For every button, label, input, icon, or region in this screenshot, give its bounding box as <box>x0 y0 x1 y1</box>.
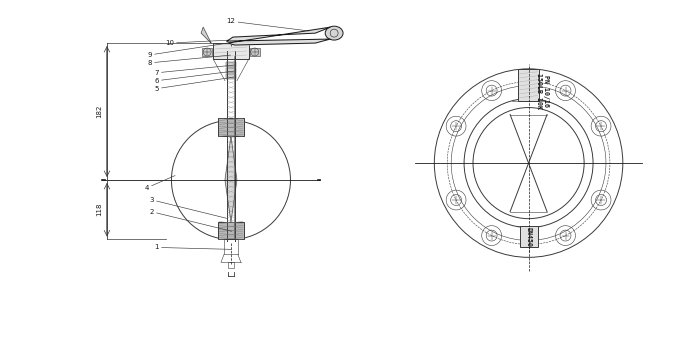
Text: 8: 8 <box>148 55 230 66</box>
Text: 9: 9 <box>148 42 232 58</box>
Bar <box>250 48 260 56</box>
Text: 7: 7 <box>154 65 234 76</box>
Text: 1: 1 <box>154 244 232 250</box>
Polygon shape <box>201 27 211 43</box>
Text: 12: 12 <box>227 18 309 31</box>
Text: PN 10/16
150LB 10K: PN 10/16 150LB 10K <box>536 73 549 109</box>
Text: 5: 5 <box>155 77 234 92</box>
Bar <box>226 74 236 79</box>
Ellipse shape <box>326 26 343 40</box>
Text: 3: 3 <box>149 197 227 218</box>
Bar <box>202 48 212 56</box>
Text: 6: 6 <box>154 71 234 84</box>
Bar <box>226 68 236 73</box>
Text: DN450: DN450 <box>526 226 531 246</box>
Bar <box>518 69 540 100</box>
Text: 118: 118 <box>96 203 102 216</box>
Polygon shape <box>227 27 330 45</box>
Bar <box>213 43 248 59</box>
Text: 4: 4 <box>144 176 175 191</box>
Text: 2: 2 <box>149 209 232 231</box>
Bar <box>519 226 538 247</box>
Text: 182: 182 <box>96 105 102 118</box>
Bar <box>218 118 244 136</box>
Bar <box>228 262 234 268</box>
Polygon shape <box>225 136 237 222</box>
Bar <box>226 62 236 67</box>
Bar <box>218 222 244 239</box>
Text: 10: 10 <box>165 40 229 46</box>
